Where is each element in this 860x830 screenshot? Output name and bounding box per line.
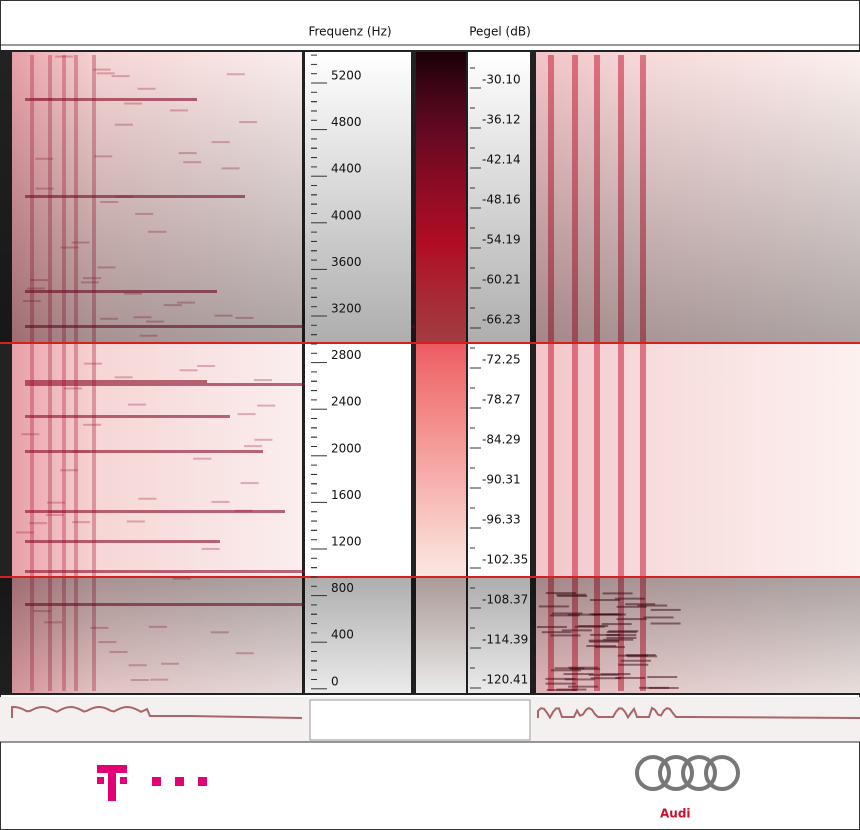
level-tick-label: -66.23: [482, 313, 521, 327]
logo-t-bar: [97, 765, 127, 773]
noise: [21, 433, 39, 435]
noise: [241, 482, 259, 484]
frequency-tick-label: 1200: [331, 535, 362, 549]
level-tick-label: -78.27: [482, 393, 521, 407]
noise: [202, 548, 220, 550]
frequency-tick-label: 400: [331, 628, 354, 642]
frequency-tick-label: 800: [331, 581, 354, 595]
app-window: Frequenz (Hz) Pegel (dB) 5200 4800 4400 400…: [0, 0, 860, 830]
page: Frequenz (Hz) Pegel (dB) 5200 4800 4400 400…: [0, 0, 860, 830]
noise: [84, 363, 102, 365]
harmonic-line: [25, 540, 220, 543]
noise: [193, 458, 211, 460]
level-tick-label: -108.37: [482, 593, 528, 607]
noise: [244, 445, 262, 447]
frequency-tick-label: 0: [331, 674, 339, 688]
noise: [254, 439, 272, 441]
noise: [128, 404, 146, 406]
level-tick-label: -42.14: [482, 153, 521, 167]
level-header: Pegel (dB): [469, 25, 531, 39]
frequency-tick-label: 4800: [331, 115, 362, 129]
logo-dot: [198, 777, 207, 786]
level-tick-label: -60.21: [482, 273, 521, 287]
noise: [212, 501, 230, 503]
level-tick-label: -102.35: [482, 553, 528, 567]
logo-dot: [120, 777, 127, 784]
noise: [127, 520, 145, 522]
empty-box: [310, 700, 530, 740]
upper-shade: [0, 52, 860, 343]
audi-label: Audi: [660, 807, 691, 821]
noise: [254, 379, 272, 381]
level-tick-label: -120.41: [482, 673, 528, 687]
noise: [83, 424, 101, 426]
frequency-tick-label: 2800: [331, 348, 362, 362]
noise: [180, 369, 198, 371]
level-tick-label: -72.25: [482, 353, 521, 367]
frequency-tick-label: 2000: [331, 441, 362, 455]
noise: [72, 521, 90, 523]
harmonic-line: [25, 380, 207, 383]
logo-dot: [152, 777, 161, 786]
harmonic-line: [25, 450, 263, 453]
level-tick-label: -36.12: [482, 113, 521, 127]
frequency-tick-label: 3600: [331, 255, 362, 269]
frequency-tick-label: 4000: [331, 208, 362, 222]
level-tick-label: -114.39: [482, 633, 528, 647]
frequency-tick-label: 5200: [331, 69, 362, 83]
noise: [115, 376, 133, 378]
frequency-tick-label: 4400: [331, 162, 362, 176]
noise: [64, 387, 82, 389]
level-tick-label: -30.10: [482, 73, 521, 87]
level-tick-label: -54.19: [482, 233, 521, 247]
noise: [235, 510, 253, 512]
noise: [60, 469, 78, 471]
noise: [71, 451, 89, 453]
logo-dot: [175, 777, 184, 786]
level-tick-label: -96.33: [482, 513, 521, 527]
logo-dot: [97, 777, 104, 784]
noise: [238, 413, 256, 415]
frequency-tick-label: 2400: [331, 395, 362, 409]
level-tick-label: -48.16: [482, 193, 521, 207]
noise: [257, 405, 275, 407]
harmonic-line: [25, 415, 230, 418]
frequency-tick-label: 1600: [331, 488, 362, 502]
noise: [138, 498, 156, 500]
noise: [47, 502, 65, 504]
lower-shade: [0, 578, 860, 693]
noise: [46, 514, 64, 516]
noise: [16, 531, 34, 533]
noise: [48, 511, 66, 513]
level-tick-label: -84.29: [482, 433, 521, 447]
noise: [29, 522, 47, 524]
frequency-header: Frequenz (Hz): [308, 25, 391, 39]
level-tick-label: -90.31: [482, 473, 521, 487]
noise: [197, 365, 215, 367]
frequency-tick-label: 3200: [331, 302, 362, 316]
